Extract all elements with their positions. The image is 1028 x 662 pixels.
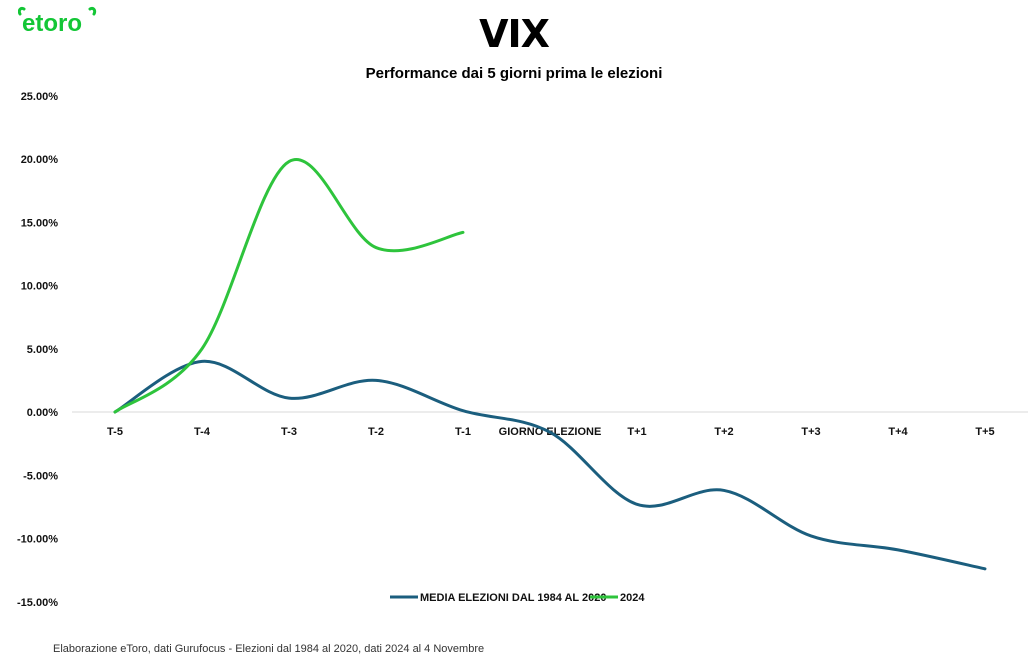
x-tick-label: T+1	[627, 426, 646, 438]
etoro-logo: etoro	[18, 6, 97, 36]
source-note: Elaborazione eToro, dati Gurufocus - Ele…	[53, 643, 485, 655]
series-line-1	[113, 157, 465, 414]
x-tick-label: T-2	[368, 426, 384, 438]
y-tick-label: 15.00%	[21, 217, 59, 229]
x-tick-label: T+3	[801, 426, 820, 438]
x-tick-label: T+5	[975, 426, 994, 438]
y-tick-label: -5.00%	[23, 470, 58, 482]
y-tick-label: 20.00%	[21, 154, 59, 166]
y-tick-label: -15.00%	[17, 597, 58, 609]
x-tick-label: T+4	[888, 426, 908, 438]
x-tick-label: T+2	[714, 426, 733, 438]
chart-subtitle: Performance dai 5 giorni prima le elezio…	[365, 65, 663, 82]
legend-label-1: 2024	[620, 592, 645, 604]
series-line-0	[113, 359, 987, 571]
legend-label-0: MEDIA ELEZIONI DAL 1984 AL 2020	[420, 592, 606, 604]
x-tick-label: T-1	[455, 426, 471, 438]
y-tick-label: 25.00%	[21, 91, 59, 103]
x-tick-label: T-3	[281, 426, 297, 438]
chart-title: VIX	[479, 12, 550, 56]
x-tick-label: T-5	[107, 426, 123, 438]
y-tick-label: -10.00%	[17, 534, 58, 546]
logo-text: etoro	[22, 10, 82, 36]
y-tick-label: 0.00%	[27, 407, 58, 419]
y-tick-label: 5.00%	[27, 344, 58, 356]
x-tick-label: T-4	[194, 426, 211, 438]
y-tick-label: 10.00%	[21, 281, 59, 293]
